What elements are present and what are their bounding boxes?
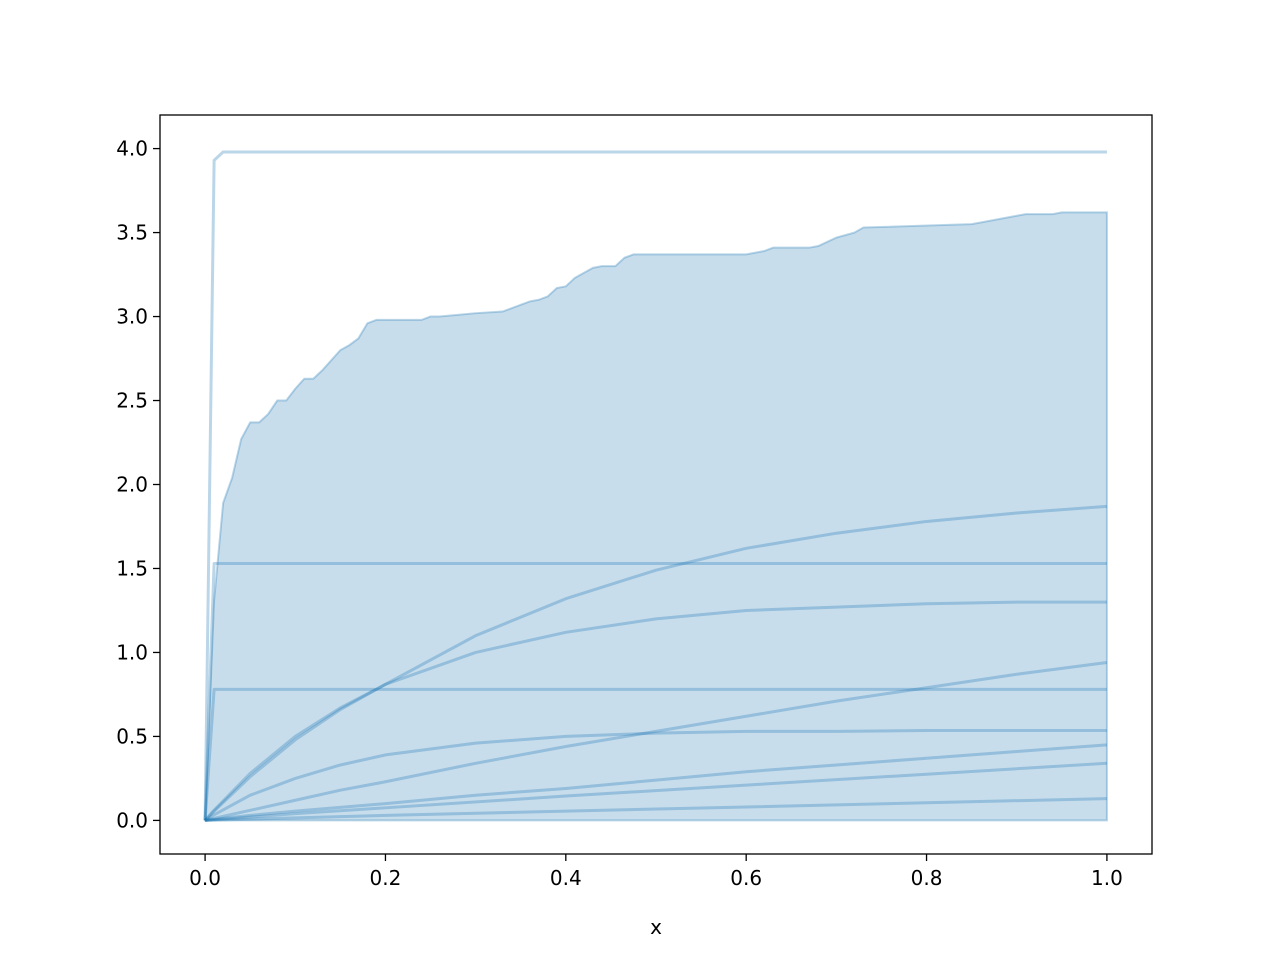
series-line-2 [203,687,1107,821]
series-line-6 [204,661,1108,822]
x-axis-label: x [650,915,662,939]
y-tick-label: 1.0 [116,640,148,664]
y-tick-label: 0.0 [116,808,148,832]
y-tick-label: 1.5 [116,556,148,580]
y-tick-label: 2.0 [116,473,148,497]
series-line-9 [205,797,1107,822]
x-tick-label: 0.6 [730,866,762,890]
series-line-3 [204,504,1108,822]
x-axis: 0.0 0.2 0.4 0.6 0.8 1.0 [189,854,1123,890]
y-tick-label: 0.5 [116,724,148,748]
x-tick-label: 1.0 [1091,866,1123,890]
y-axis: 0.0 0.5 1.0 1.5 2.0 2.5 3.0 3.5 4.0 [116,137,160,832]
x-tick-label: 0.4 [550,866,582,890]
y-tick-label: 3.5 [116,221,148,245]
y-tick-label: 2.5 [116,389,148,413]
series-line-5 [204,729,1107,822]
series-line-7 [204,743,1108,822]
series-line-4 [203,600,1107,822]
series-line-0 [203,150,1107,821]
series-line-1 [203,561,1107,821]
x-tick-label: 0.8 [911,866,943,890]
series-line-8 [204,761,1107,822]
plot-area [203,150,1108,822]
y-tick-label: 3.0 [116,305,148,329]
x-tick-label: 0.0 [189,866,221,890]
x-tick-label: 0.2 [370,866,402,890]
range-band [204,211,1108,822]
y-tick-label: 4.0 [116,137,148,161]
